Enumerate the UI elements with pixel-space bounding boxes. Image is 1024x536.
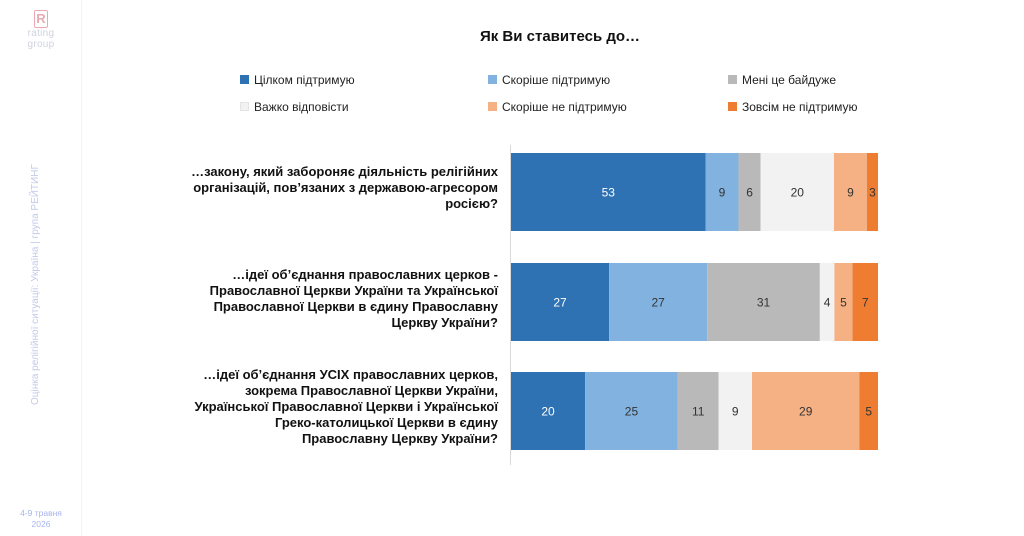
- data-label-q3-s6: 5: [865, 405, 872, 419]
- question-1-line-1: …закону, який забороняє діяльність реліг…: [191, 164, 498, 179]
- logo-text-line2: group: [27, 39, 55, 50]
- legend-label-rather-not-support: Скоріше не підтримую: [502, 100, 627, 114]
- bar-segment-q1-s3: [738, 153, 761, 231]
- bar-segment-q1-s4: [760, 153, 834, 231]
- question-2-line-3: Православної Церкви в єдину Православну: [213, 299, 498, 314]
- bar-segment-q2-s5: [834, 263, 853, 341]
- bar-segment-q2-s1: [511, 263, 610, 341]
- bar-segment-q1-s2: [705, 153, 739, 231]
- data-label-q2-s6: 7: [862, 296, 869, 310]
- legend-item-hard-to-say: Важко відповісти: [240, 100, 349, 114]
- legend-swatch-not-support: [728, 102, 737, 112]
- bar-segment-q1-s5: [833, 153, 867, 231]
- bar-segment-q2-s2: [609, 263, 708, 341]
- question-2-line-4: Церкву України?: [391, 315, 498, 330]
- data-label-q3-s5: 29: [799, 405, 813, 419]
- data-label-q3-s1: 20: [541, 405, 555, 419]
- bar-segment-q2-s6: [852, 263, 878, 341]
- question-label-3: …ідеї об’єднання УСІХ православних церко…: [150, 367, 498, 447]
- data-label-q1-s6: 3: [869, 186, 876, 200]
- legend-item-rather-not-support: Скоріше не підтримую: [488, 100, 627, 114]
- legend-swatch-hard-to-say: [240, 102, 249, 112]
- data-label-q3-s4: 9: [732, 405, 739, 419]
- data-label-q1-s5: 9: [847, 186, 854, 200]
- data-label-q2-s5: 5: [840, 296, 847, 310]
- question-label-2: …ідеї об’єднання православних церков - П…: [150, 267, 498, 331]
- question-3-line-3: Української Православної Церкви і Україн…: [194, 399, 498, 414]
- legend-item-full-support: Цілком підтримую: [240, 73, 355, 87]
- bar-segment-q2-s4: [819, 263, 835, 341]
- logo-letter: R: [36, 11, 46, 26]
- data-label-q1-s4: 20: [791, 186, 805, 200]
- legend-label-hard-to-say: Важко відповісти: [254, 100, 349, 114]
- legend-item-not-support: Зовсім не підтримую: [728, 100, 857, 114]
- bar-segment-q1-s6: [866, 153, 878, 231]
- legend-swatch-full-support: [240, 75, 249, 85]
- legend-label-rather-support: Скоріше підтримую: [502, 73, 611, 87]
- data-label-q1-s2: 9: [719, 186, 726, 200]
- legend-swatch-rather-not-support: [488, 102, 497, 112]
- question-3-line-4: Греко-католицької Церкви в єдину: [274, 415, 498, 430]
- data-label-q2-s1: 27: [553, 296, 567, 310]
- data-label-q2-s2: 27: [651, 296, 665, 310]
- data-label-q1-s1: 53: [602, 186, 616, 200]
- bar-segment-q3-s2: [585, 372, 678, 450]
- data-label-q2-s4: 4: [824, 296, 831, 310]
- legend-item-rather-support: Скоріше підтримую: [488, 73, 610, 87]
- question-label-1: …закону, який забороняє діяльність реліг…: [150, 164, 498, 212]
- question-3-line-1: …ідеї об’єднання УСІХ православних церко…: [203, 367, 498, 382]
- question-3-line-2: зокрема Православної Церкви України,: [244, 383, 498, 398]
- category-axis-line: [510, 145, 511, 465]
- bar-segment-q3-s3: [677, 372, 719, 450]
- bar-segment-q3-s4: [718, 372, 752, 450]
- sidebar-vertical-caption: Оцінка релігійної ситуації: Україна | гр…: [30, 164, 41, 405]
- bar-segment-q3-s6: [859, 372, 878, 450]
- question-1-line-2: організацій, пов’язаних з державою-агрес…: [193, 180, 498, 195]
- data-label-q3-s3: 11: [692, 405, 705, 419]
- logo-text-line1: rating: [27, 28, 55, 39]
- data-label-q2-s3: 31: [757, 296, 771, 310]
- question-2-line-2: Православної Церкви України та Українськ…: [209, 283, 498, 298]
- sidebar: R rating group Оцінка релігійної ситуаці…: [0, 0, 82, 536]
- question-3-line-5: Православну Церкву України?: [301, 431, 498, 446]
- bar-segment-q2-s3: [707, 263, 820, 341]
- legend-label-not-support: Зовсім не підтримую: [742, 100, 858, 114]
- legend-label-indifferent: Мені це байдуже: [742, 73, 836, 87]
- rating-group-logo: R rating group: [24, 10, 58, 50]
- legend-swatch-indifferent: [728, 75, 737, 85]
- survey-date: 4-9 травня 2026: [10, 508, 72, 530]
- legend-item-indifferent: Мені це байдуже: [728, 73, 836, 87]
- survey-date-line1: 4-9 травня: [20, 508, 62, 518]
- question-1-line-3: росією?: [445, 196, 498, 211]
- data-label-q3-s2: 25: [625, 405, 639, 419]
- bar-segment-q1-s1: [511, 153, 706, 231]
- bar-segment-q3-s5: [751, 372, 860, 450]
- chart-title: Як Ви ставитесь до…: [479, 28, 641, 45]
- legend-swatch-rather-support: [488, 75, 497, 85]
- logo-mark-icon: R: [34, 10, 48, 28]
- data-label-q1-s3: 6: [746, 186, 753, 200]
- survey-date-line2: 2026: [31, 519, 51, 529]
- legend-label-full-support: Цілком підтримую: [254, 73, 355, 87]
- question-2-line-1: …ідеї об’єднання православних церков -: [232, 267, 498, 282]
- bar-segment-q3-s1: [511, 372, 586, 450]
